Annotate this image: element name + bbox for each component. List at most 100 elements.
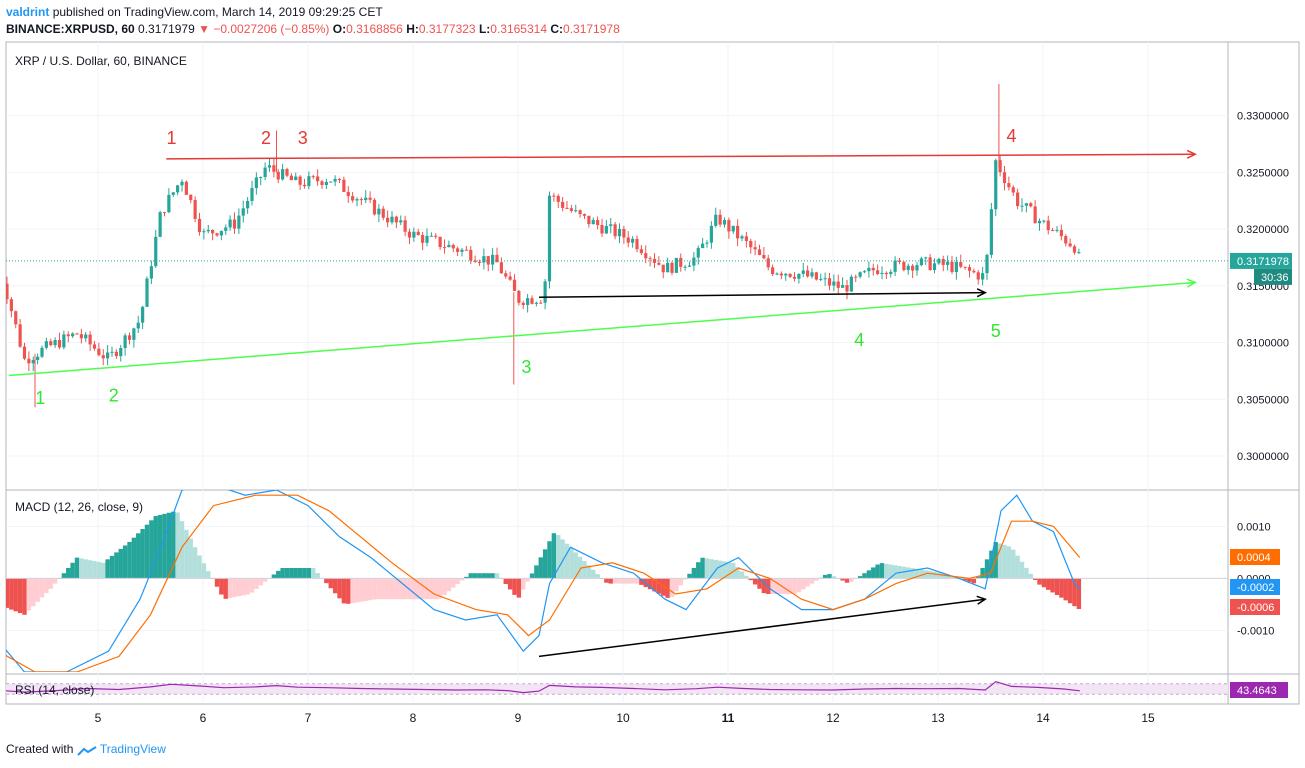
candle-body [31, 360, 35, 364]
candle [967, 264, 972, 278]
candle-body [867, 267, 871, 272]
macd-histogram-bar [722, 561, 727, 579]
macd-histogram-bar [1024, 567, 1029, 579]
candle-body [14, 311, 18, 325]
candle-body [547, 195, 552, 282]
candle-body [1007, 183, 1011, 188]
candle [215, 232, 219, 237]
macd-histogram-bar [389, 578, 395, 600]
candle [250, 180, 254, 206]
candle-body [889, 271, 893, 275]
candle-body [499, 262, 503, 274]
candle-body [232, 219, 237, 229]
close-value: 0.3171978 [563, 22, 620, 36]
candle [499, 257, 503, 274]
macd-histogram-bar [735, 567, 740, 579]
candle-body [884, 272, 888, 275]
macd-histogram-bar [341, 578, 347, 604]
candle-body [862, 271, 867, 273]
author-name[interactable]: valdrint [6, 5, 50, 19]
macd-histogram-bar [122, 545, 128, 579]
candle [959, 254, 963, 269]
macd-histogram-bar [184, 529, 189, 579]
candle-body [880, 272, 884, 274]
tradingview-brand-link[interactable]: TradingView [99, 742, 166, 756]
candle [928, 254, 932, 271]
macd-histogram-bar [1015, 555, 1020, 579]
candle [359, 197, 363, 206]
candle [49, 338, 53, 347]
candle [565, 201, 569, 210]
candle-body [289, 175, 293, 181]
macd-histogram-bar [984, 559, 990, 579]
resistance-arrow-head [1186, 149, 1197, 159]
macd-histogram-bar [774, 578, 780, 594]
candle [281, 163, 285, 181]
candle-body [390, 216, 394, 223]
price-tick-label: 0.3000000 [1237, 451, 1289, 463]
candle-body [307, 176, 311, 187]
candle [272, 158, 276, 178]
candle-body [836, 281, 840, 288]
candle [1077, 248, 1081, 254]
candle-body [272, 165, 276, 172]
candle [871, 263, 875, 276]
macd-histogram-bar [980, 568, 985, 579]
candle [578, 209, 582, 218]
candle-body [504, 273, 508, 277]
macd-histogram-bar [801, 578, 806, 590]
macd-histogram-bar [118, 548, 123, 579]
macd-value-label: -0.0002 [1237, 582, 1274, 594]
candle-body [267, 165, 272, 168]
candle-body [609, 224, 613, 227]
candle [285, 167, 289, 178]
candle-body [211, 229, 215, 234]
candle [416, 228, 420, 236]
candle-body [294, 176, 298, 181]
macd-histogram-bar [717, 560, 723, 579]
candle [136, 315, 140, 334]
candle-body [491, 254, 495, 265]
candle [460, 248, 464, 257]
macd-histogram-bar [849, 578, 854, 582]
macd-histogram-bar [766, 578, 771, 594]
macd-histogram-bar [989, 550, 994, 579]
macd-histogram-bar [459, 578, 465, 581]
candle-body [674, 257, 678, 273]
candle-body [832, 281, 836, 286]
candle [819, 273, 823, 282]
candle-body [250, 188, 254, 201]
macd-histogram-bar [1028, 573, 1033, 579]
candle [561, 197, 565, 212]
candle-body [858, 272, 862, 277]
macd-histogram-bar [381, 578, 386, 600]
macd-histogram-bar [13, 578, 18, 612]
candle-body [97, 348, 101, 356]
macd-histogram-bar [385, 578, 390, 600]
candle [797, 273, 801, 284]
macd-histogram-bar [626, 578, 631, 584]
macd-histogram-bar [219, 578, 224, 595]
candle-body [530, 298, 534, 304]
candle-body [162, 212, 167, 214]
macd-histogram-bar [153, 516, 158, 579]
x-tick-label: 5 [95, 711, 102, 725]
candle-body [849, 276, 853, 292]
candle-body [779, 273, 783, 276]
macd-histogram-bar [866, 570, 872, 579]
candle [92, 340, 97, 351]
candle [403, 215, 407, 237]
macd-histogram-bar [451, 578, 456, 588]
candle-body [6, 283, 9, 300]
candle-body [709, 225, 713, 243]
macd-histogram-bar [490, 573, 495, 579]
candle-body [766, 258, 770, 268]
candle-body [145, 278, 149, 307]
candle [351, 191, 355, 203]
candle [547, 191, 552, 289]
candle [372, 198, 377, 216]
macd-histogram-bar [315, 573, 320, 579]
macd-histogram-bar [787, 578, 793, 594]
macd-histogram-bar [429, 578, 434, 600]
